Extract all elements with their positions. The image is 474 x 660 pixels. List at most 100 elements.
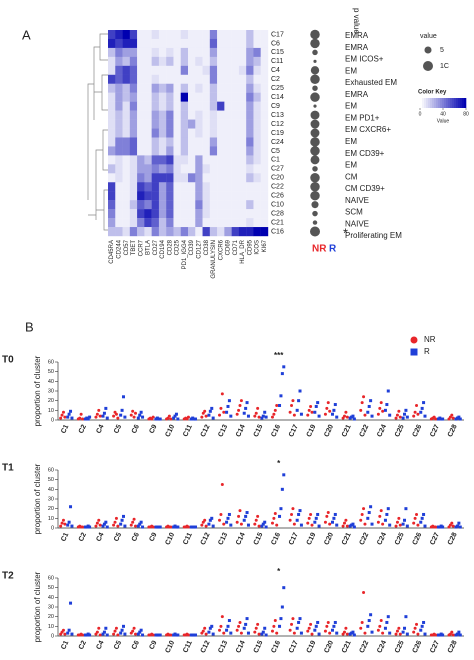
point-r [401,522,405,526]
heat-cell [144,137,152,147]
point-nr [112,632,116,636]
point-r [278,404,282,407]
heat-cell [151,83,160,93]
heat-cell [260,173,269,183]
point-r [226,624,230,628]
point-r [194,417,198,421]
heat-cell [158,227,167,237]
heat-cell [231,164,240,174]
point-nr [416,523,420,527]
heat-cell [166,74,174,84]
point-nr [256,406,260,410]
column-label: CD244 [116,239,122,258]
point-r [264,633,268,637]
column-label: CXCR6 [218,239,224,260]
heat-cell [224,209,232,219]
heat-cell [144,65,152,75]
point-r [388,631,392,635]
annotation: Proliferating EM [345,231,402,240]
heat-cell [173,119,181,129]
heat-cell [195,209,203,219]
heat-cell [122,191,131,201]
point-r [246,414,250,418]
x-tick-label: C24 [376,640,388,655]
heat-cell [108,83,116,93]
point-nr [98,523,102,527]
x-tick-label: C16 [270,532,282,547]
point-nr [116,416,120,420]
heat-cell [217,137,225,147]
heat-cell [231,227,240,237]
heat-cell [231,110,240,120]
heat-cell [202,191,211,201]
point-r [332,408,336,412]
heat-cell [137,155,145,165]
heat-cell [166,65,174,75]
heat-cell [217,191,225,201]
point-r [123,632,127,636]
row-label: C22 [271,184,284,191]
heat-cell [253,101,261,111]
pvalue-dot [310,190,320,201]
point-nr [254,626,258,630]
heat-cell [238,101,247,111]
heat-cell [180,30,189,40]
heat-cell [180,146,189,156]
heat-cell [238,146,247,156]
annotation: Exhausted EM [345,78,397,87]
point-r [351,522,355,526]
point-r [330,520,334,524]
column-label: CD194 [160,239,166,258]
point-r [208,626,212,630]
x-tick-label: C4 [95,532,105,543]
x-tick-label: C12 [200,640,212,655]
y-axis-label: proportion of cluster [33,571,42,642]
heat-cell [231,137,240,147]
heat-cell [144,209,152,219]
point-r [136,632,140,636]
point-r [227,399,231,403]
heat-cell [246,47,254,58]
heat-cell [238,56,247,67]
point-r [227,619,231,623]
point-r [176,633,180,637]
point-r [403,518,407,522]
point-r [366,516,370,520]
heat-cell [188,164,196,174]
point-nr [239,522,243,526]
column-label: ICOS [255,240,261,255]
point-r [386,389,390,393]
heat-cell [260,146,269,156]
x-tick-label: C22 [359,424,371,439]
y-axis-label: proportion of cluster [33,355,42,426]
heat-cell [202,146,211,156]
point-nr [219,512,223,516]
point-r [86,417,90,421]
heat-cell [137,137,145,147]
heat-cell [217,182,225,192]
point-nr [133,632,137,636]
heat-cell [180,182,189,192]
heat-cell [260,92,269,102]
heat-cell [166,110,174,120]
heat-cell [151,92,160,102]
pvalue-dot [310,155,320,165]
point-r [242,411,246,415]
row-label: C9 [271,103,280,110]
heat-cell [158,218,167,228]
point-nr [222,522,226,526]
point-r [88,633,92,637]
heat-cell [173,30,181,40]
heat-cell [238,128,247,138]
row-label: C24 [271,139,284,146]
point-r [101,632,105,636]
pvalue-dot [310,66,320,75]
point-nr [133,524,137,528]
point-nr [63,632,67,636]
point-nr [292,522,296,526]
point-nr [200,415,204,419]
point-r [298,617,302,621]
point-nr [257,632,261,636]
column-label: CD38 [204,239,210,255]
heat-cell [209,30,218,40]
